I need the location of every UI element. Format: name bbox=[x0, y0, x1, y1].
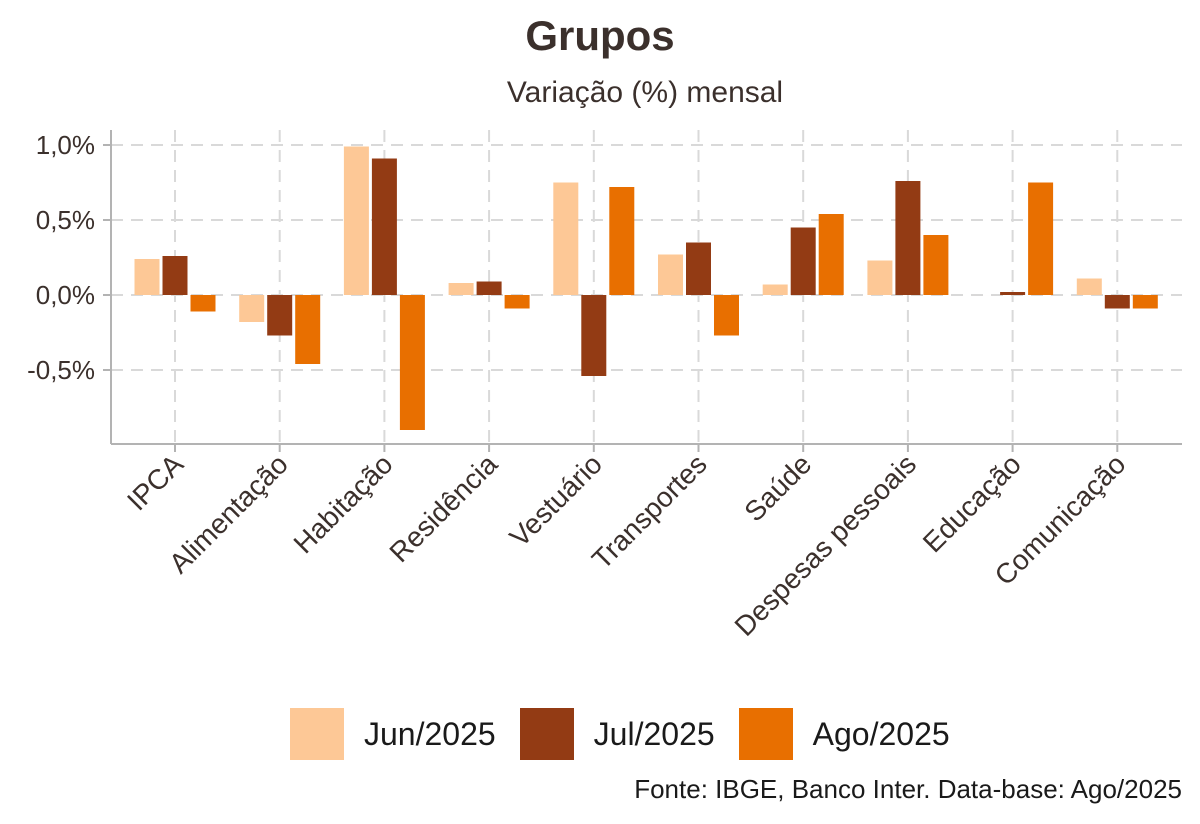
x-category-label: IPCA bbox=[121, 448, 189, 516]
bar-ago-2025 bbox=[1028, 182, 1054, 295]
bar-jun-2025 bbox=[1076, 278, 1102, 295]
x-category-label: Residência bbox=[383, 448, 503, 568]
x-category-label: Habitação bbox=[288, 448, 399, 559]
y-tick-label: 0,5% bbox=[36, 205, 95, 235]
legend-swatch-jun bbox=[290, 708, 344, 760]
bar-ago-2025 bbox=[295, 295, 321, 364]
bar-jun-2025 bbox=[343, 146, 369, 295]
bar-ago-2025 bbox=[399, 295, 425, 430]
bar-jul-2025 bbox=[267, 295, 293, 336]
legend: Jun/2025 Jul/2025 Ago/2025 bbox=[290, 708, 974, 760]
bar-jul-2025 bbox=[895, 181, 921, 295]
bar-jun-2025 bbox=[448, 283, 474, 295]
bar-ago-2025 bbox=[190, 295, 216, 312]
legend-label-jul: Jul/2025 bbox=[593, 715, 715, 752]
y-tick-label: 1,0% bbox=[36, 130, 95, 160]
bar-ago-2025 bbox=[818, 214, 844, 295]
x-category-label: Despesas pessoais bbox=[729, 448, 923, 642]
legend-item-ago: Ago/2025 bbox=[738, 708, 950, 760]
bar-jun-2025 bbox=[239, 295, 265, 322]
bars bbox=[134, 146, 1158, 430]
axes bbox=[110, 130, 1182, 445]
bar-jun-2025 bbox=[762, 284, 788, 295]
bar-ago-2025 bbox=[609, 187, 635, 295]
x-category-label: Vestuário bbox=[504, 448, 608, 552]
bar-jul-2025 bbox=[790, 227, 816, 295]
legend-swatch-ago bbox=[738, 708, 793, 760]
bar-jul-2025 bbox=[162, 256, 188, 295]
chart-title: Grupos bbox=[525, 12, 675, 59]
source-note: Fonte: IBGE, Banco Inter. Data-base: Ago… bbox=[634, 774, 1182, 804]
legend-item-jul: Jul/2025 bbox=[519, 708, 715, 760]
chart-subtitle: Variação (%) mensal bbox=[506, 76, 784, 109]
y-tick-label: -0,5% bbox=[27, 355, 95, 385]
bar-jul-2025 bbox=[686, 242, 711, 295]
bar-jun-2025 bbox=[867, 260, 893, 295]
legend-label-ago: Ago/2025 bbox=[812, 715, 950, 752]
bar-jul-2025 bbox=[371, 158, 397, 295]
bar-jul-2025 bbox=[1104, 295, 1130, 309]
bar-jun-2025 bbox=[134, 259, 160, 295]
axis-labels: 1,0%0,5%0,0%-0,5%IPCAAlimentaçãoHabitaçã… bbox=[27, 130, 1131, 642]
legend-label-jun: Jun/2025 bbox=[364, 715, 496, 752]
legend-item-jun: Jun/2025 bbox=[290, 708, 496, 760]
x-category-label: Educação bbox=[917, 448, 1027, 558]
bar-ago-2025 bbox=[1132, 295, 1158, 309]
grid-lines bbox=[103, 130, 1182, 452]
bar-ago-2025 bbox=[714, 295, 739, 336]
bar-jul-2025 bbox=[1000, 292, 1026, 295]
y-tick-label: 0,0% bbox=[36, 280, 95, 310]
legend-swatch-jul bbox=[519, 708, 574, 760]
bar-jun-2025 bbox=[658, 254, 683, 295]
bar-ago-2025 bbox=[504, 295, 530, 309]
bar-ago-2025 bbox=[923, 235, 949, 295]
bar-jul-2025 bbox=[476, 281, 502, 295]
bar-jul-2025 bbox=[581, 295, 607, 376]
bar-jun-2025 bbox=[553, 182, 579, 295]
x-category-label: Saúde bbox=[738, 448, 817, 527]
